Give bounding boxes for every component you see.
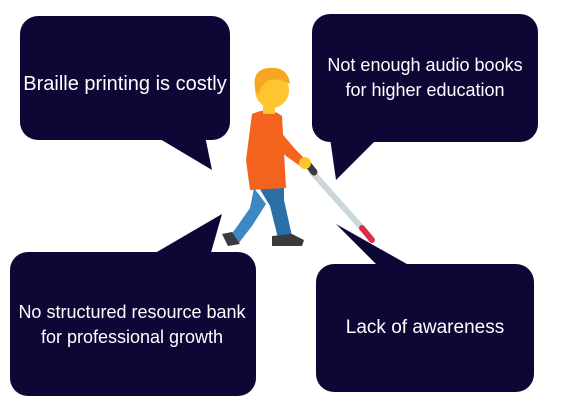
speech-bubble-braille: [20, 16, 230, 170]
speech-bubble-awareness: [316, 224, 534, 392]
person-with-white-cane-icon: [222, 67, 375, 246]
bubble-text-audio: Not enough audio books for higher educat…: [327, 55, 523, 100]
bubble-text-awareness: Lack of awareness: [345, 317, 505, 338]
bubble-text-resource: No structured resource bank for professi…: [18, 302, 246, 347]
speech-bubble-audio: [312, 14, 538, 180]
bubble-text-braille: Braille printing is costly: [23, 72, 227, 95]
speech-bubble-resource: [10, 214, 256, 396]
